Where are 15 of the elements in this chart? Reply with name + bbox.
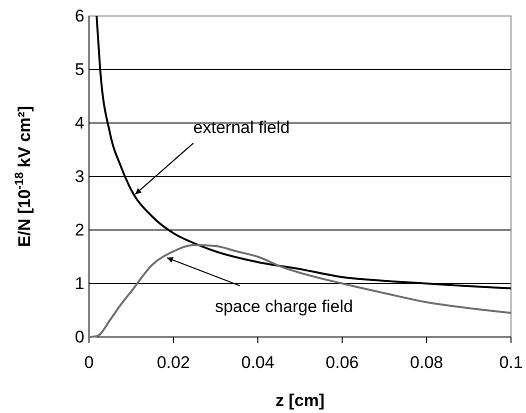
y-tick-label: 3 [74, 166, 84, 186]
y-tick-label: 4 [74, 113, 84, 132]
x-tick-label: 0.02 [156, 353, 190, 372]
y-tick-label: 1 [74, 274, 84, 293]
x-tick-label: 0.04 [241, 353, 274, 372]
x-tick-label: 0.1 [499, 353, 523, 372]
y-tick-label: 0 [74, 327, 84, 346]
annotation: external field [193, 118, 290, 138]
y-tick-label: 6 [74, 6, 84, 26]
x-tick-label: 0.08 [410, 353, 444, 372]
x-tick-label: 0.06 [326, 353, 359, 372]
annotation: space charge field [214, 296, 353, 316]
x-axis-title: z [cm] [275, 391, 325, 410]
y-tick-label: 2 [74, 220, 84, 240]
y-tick-label: 5 [74, 60, 84, 79]
